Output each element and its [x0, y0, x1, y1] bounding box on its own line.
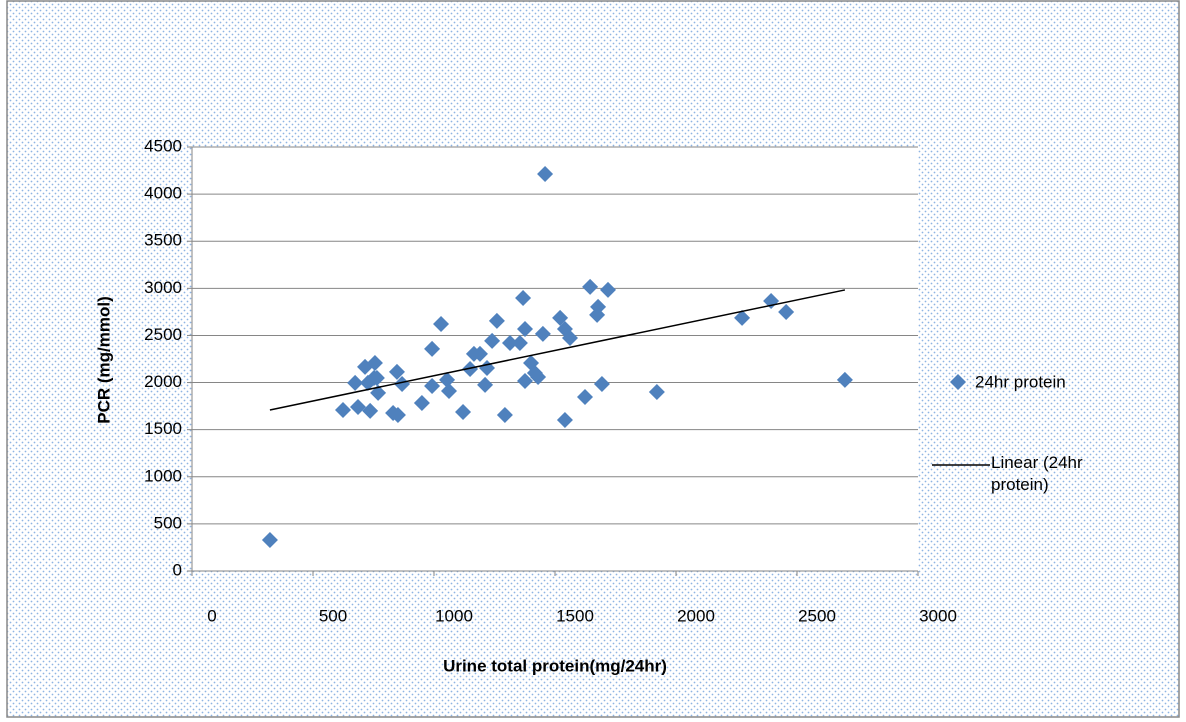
- scatter-point: [648, 383, 665, 400]
- y-tick-label: 2000: [144, 372, 182, 391]
- scatter-point: [501, 334, 518, 351]
- scatter-point: [599, 281, 616, 298]
- scatter-point: [424, 340, 441, 357]
- scatter-point: [511, 334, 528, 351]
- x-tick-label: 1000: [435, 606, 473, 625]
- scatter-point: [477, 376, 494, 393]
- legend-label: Linear (24hr protein): [991, 453, 1083, 494]
- x-tick-label: 500: [319, 606, 347, 625]
- scatter-point: [516, 320, 533, 337]
- y-tick-label: 0: [173, 560, 182, 579]
- scatter-point: [778, 303, 795, 320]
- scatter-point: [537, 165, 554, 182]
- y-tick-label: 500: [154, 513, 182, 532]
- x-tick-label: 1500: [556, 606, 594, 625]
- legend-label-box: Linear (24hr protein): [991, 453, 1083, 494]
- scatter-point: [362, 402, 379, 419]
- y-tick-label: 1500: [144, 419, 182, 438]
- scatter-point: [347, 374, 364, 391]
- scatter-point: [836, 371, 853, 388]
- scatter-point: [515, 289, 532, 306]
- scatter-point: [388, 363, 405, 380]
- y-tick-label: 3000: [144, 278, 182, 297]
- x-tick-label: 3000: [919, 606, 957, 625]
- scatter-point: [366, 354, 383, 371]
- scatter-point: [261, 532, 278, 549]
- scatter-point: [439, 371, 456, 388]
- scatter-point: [556, 411, 573, 428]
- scatter-point: [590, 298, 607, 315]
- scatter-point: [441, 382, 458, 399]
- x-axis-label: Urine total protein(mg/24hr): [443, 656, 667, 675]
- scatter-point: [455, 403, 472, 420]
- y-axis-label: PCR (mg/mmol): [94, 296, 113, 424]
- x-tick-label: 2500: [798, 606, 836, 625]
- scatter-point: [368, 369, 385, 386]
- x-tick-label: 2000: [677, 606, 715, 625]
- scatter-point: [389, 406, 406, 423]
- scatter-point: [516, 372, 533, 389]
- scatter-point: [582, 278, 599, 295]
- scatter-point: [488, 312, 505, 329]
- scatter-point: [462, 360, 479, 377]
- scatter-point: [424, 377, 441, 394]
- scatter-point: [577, 388, 594, 405]
- scatter-point: [394, 375, 411, 392]
- scatter-point: [530, 368, 547, 385]
- scatter-point: [593, 375, 610, 392]
- scatter-point: [562, 329, 579, 346]
- legend-label: 24hr protein: [975, 372, 1066, 391]
- scatter-point: [496, 406, 513, 423]
- scatter-point: [734, 309, 751, 326]
- scatter-point: [534, 325, 551, 342]
- scatter-point: [471, 345, 488, 362]
- trend-line: [269, 289, 846, 411]
- scatter-point: [413, 395, 430, 412]
- y-tick-label: 1000: [144, 466, 182, 485]
- y-tick-label: 4000: [144, 184, 182, 203]
- scatter-point: [433, 315, 450, 332]
- y-tick-label: 4500: [144, 136, 182, 155]
- scatter-point: [335, 401, 352, 418]
- y-tick-label: 3500: [144, 231, 182, 250]
- x-tick-label: 0: [207, 606, 216, 625]
- y-tick-label: 2500: [144, 325, 182, 344]
- legend-marker: [950, 374, 966, 390]
- scatter-point: [350, 398, 367, 415]
- scatter-point: [484, 332, 501, 349]
- plot-area: [192, 147, 918, 571]
